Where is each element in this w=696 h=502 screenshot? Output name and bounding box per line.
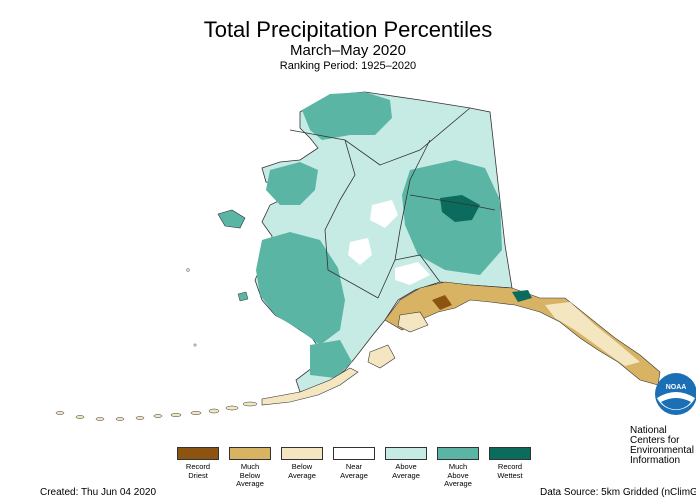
legend-item-below: Below Average	[276, 447, 328, 480]
legend-label: Below Average	[288, 462, 316, 480]
legend-label: Record Wettest	[497, 462, 523, 480]
legend-swatch	[177, 447, 219, 460]
bristol-wet-area	[310, 340, 352, 378]
legend-label: Much Above Average	[444, 462, 472, 488]
legend: Record Driest Much Below Average Below A…	[172, 447, 542, 495]
southeast-dry-area	[545, 302, 640, 366]
seward-wet-area	[266, 162, 318, 205]
record-dry-area	[432, 295, 452, 310]
legend-item-much-below: Much Below Average	[224, 447, 276, 489]
created-date: Created: Thu Jun 04 2020	[40, 487, 157, 498]
legend-label: Much Below Average	[236, 462, 264, 488]
agency-name: National Centers for Environmental Infor…	[630, 425, 694, 466]
legend-swatch	[229, 447, 271, 460]
near-average-area	[370, 200, 398, 228]
western-wet-area	[256, 232, 345, 345]
ranking-period: Ranking Period: 1925–2020	[279, 60, 417, 72]
legend-item-above: Above Average	[380, 447, 432, 480]
arctic-slope-wet-area	[302, 92, 392, 140]
kenai-peninsula	[397, 311, 429, 333]
legend-item-record-wettest: Record Wettest	[484, 447, 536, 480]
legend-label: Record Driest	[185, 462, 211, 480]
map-subtitle: March–May 2020	[290, 42, 406, 59]
legend-swatch	[333, 447, 375, 460]
legend-item-much-above: Much Above Average	[432, 447, 484, 489]
noaa-logo-text: NOAA	[666, 384, 687, 391]
st-lawrence-island	[217, 209, 246, 229]
near-average-area	[348, 238, 372, 265]
legend-swatch	[489, 447, 531, 460]
noaa-logo: NOAA	[655, 373, 696, 415]
nunivak-island	[237, 291, 249, 302]
alaska-peninsula	[261, 367, 359, 406]
legend-swatch	[385, 447, 427, 460]
map-title: Total Precipitation Percentiles	[203, 17, 493, 42]
southcentral-coast	[384, 281, 661, 386]
aleutian-islands	[55, 401, 258, 421]
kodiak-island	[367, 344, 396, 369]
legend-label: Above Average	[392, 462, 420, 480]
legend-swatch	[281, 447, 323, 460]
legend-item-record-driest: Record Driest	[172, 447, 224, 480]
legend-swatch	[437, 447, 479, 460]
legend-label: Near Average	[340, 462, 368, 480]
near-average-area	[395, 262, 430, 285]
data-source: Data Source: 5km Gridded (nClimGrid)	[540, 487, 696, 498]
record-wet-coast	[512, 290, 532, 302]
legend-item-near: Near Average	[328, 447, 380, 480]
